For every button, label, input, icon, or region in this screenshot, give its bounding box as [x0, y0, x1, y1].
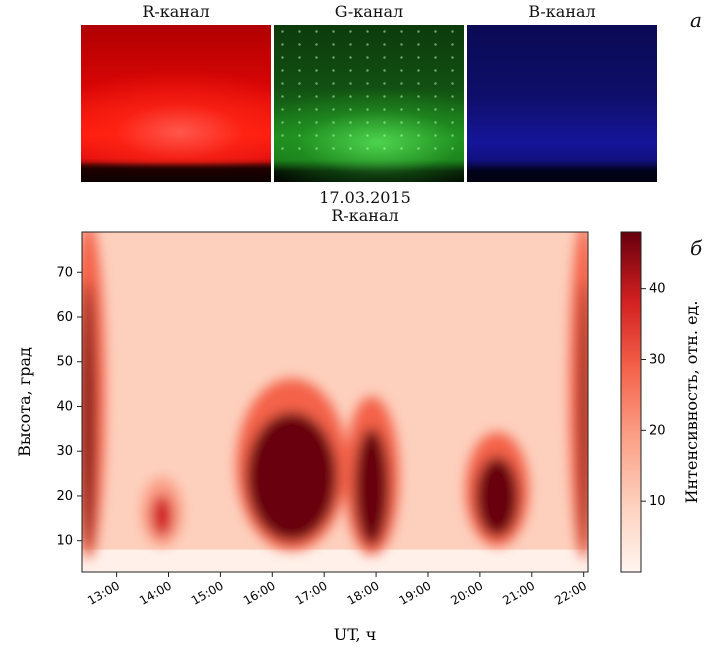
- bright-region-4: [475, 456, 519, 537]
- y-tick-label: 60: [56, 310, 73, 325]
- bright-region-0: [82, 281, 95, 552]
- x-axis-label: UT, ч: [334, 625, 377, 644]
- bright-region-5: [579, 281, 588, 552]
- x-tick-label: 22:00: [552, 578, 589, 607]
- chart-title-channel: R-канал: [331, 206, 399, 225]
- y-tick-label: 50: [56, 355, 73, 370]
- colorbar-tick-label: 30: [649, 353, 666, 368]
- bright-region-2: [246, 412, 338, 542]
- sky-image-b-channel: [467, 25, 657, 182]
- bright-region-3: [354, 427, 390, 546]
- bright-region-1: [151, 494, 173, 537]
- channel-label-g: G-канал: [334, 2, 404, 21]
- heatmap-low-altitude-band: [82, 549, 588, 572]
- panel-b-letter: б: [690, 236, 703, 260]
- x-tick-label: 17:00: [293, 578, 330, 607]
- y-tick-label: 40: [56, 399, 73, 414]
- star-field: [274, 25, 464, 152]
- x-tick-label: 15:00: [189, 578, 226, 607]
- sky-image-r-channel: [81, 25, 271, 182]
- colorbar-tick-label: 10: [649, 494, 666, 509]
- chart-title-date: 17.03.2015: [319, 188, 411, 207]
- horizon-silhouette: [81, 162, 271, 182]
- x-tick-label: 13:00: [85, 578, 122, 607]
- y-tick-label: 30: [56, 444, 73, 459]
- y-axis-label: Высота, град: [15, 347, 34, 457]
- colorbar: [620, 231, 642, 573]
- heatmap-layer: [82, 232, 588, 572]
- bright-regions: [82, 232, 588, 560]
- x-tick-label: 14:00: [137, 578, 174, 607]
- y-tick-label: 10: [56, 534, 73, 549]
- x-tick-label: 20:00: [448, 578, 485, 607]
- channel-label-b: B-канал: [528, 2, 596, 21]
- panel-a-letter: a: [690, 8, 702, 32]
- x-tick-label: 21:00: [500, 578, 537, 607]
- plot-frame: [81, 231, 589, 573]
- colorbar-axis: 10 20 30 40: [641, 282, 666, 509]
- y-tick-label: 20: [56, 489, 73, 504]
- y-tick-label: 70: [56, 265, 73, 280]
- colorbar-tick-label: 20: [649, 423, 666, 438]
- sky-image-g-channel: [274, 25, 464, 182]
- channel-label-r: R-канал: [142, 2, 210, 21]
- x-tick-label: 19:00: [397, 578, 434, 607]
- x-tick-label: 18:00: [345, 578, 382, 607]
- x-tick-label: 16:00: [241, 578, 278, 607]
- x-axis: 13:00 14:00 15:00 16:00 17:00 18:00 19:00 20:00…: [85, 572, 589, 608]
- y-axis: 10 20 30 40 50 60 70: [56, 265, 82, 549]
- colorbar-tick-label: 40: [649, 282, 666, 297]
- colorbar-label: Интенсивность, отн. ед.: [682, 301, 701, 504]
